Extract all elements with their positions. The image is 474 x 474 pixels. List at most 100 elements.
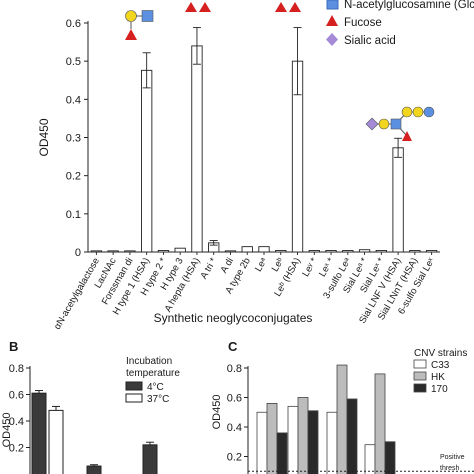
y-axis-label: OD450 — [1, 413, 13, 448]
glycan-structure-h-type-1 — [125, 10, 154, 40]
bar — [275, 250, 287, 253]
y-tick-label: 0.4 — [9, 416, 24, 428]
y-tick-label: 0.4 — [227, 422, 242, 434]
y-axis-label: OD450 — [211, 395, 223, 430]
legend-label-fucose: Fucose — [344, 17, 382, 29]
panel-a-xlabel: Synthetic neoglycoconjugates — [154, 311, 313, 325]
panel-b-chart: 0.2 0.4 0.6 0.8 OD450 4°C37°C — [1, 363, 169, 474]
panel-b-legend-title: Incubation — [126, 356, 172, 367]
bar — [425, 250, 438, 253]
bar-hk — [336, 364, 348, 474]
glycan-structure-a-hepta — [185, 2, 211, 12]
red-triangle-icon — [289, 2, 301, 12]
bar-4c — [142, 444, 158, 474]
yellow-circle-icon — [401, 106, 413, 118]
x-tick-label: A tri * — [198, 256, 219, 281]
legend-swatch-4c — [125, 381, 143, 391]
y-axis-label: OD450 — [37, 118, 51, 156]
legend-label: HK — [431, 372, 445, 383]
legend-swatch-c33 — [413, 359, 427, 369]
bar-4c — [31, 392, 47, 474]
glycan-structure-leb-hsa — [275, 2, 301, 12]
bar-c33 — [326, 411, 338, 474]
red-triangle-icon — [185, 2, 197, 12]
y-tick-label: 0.8 — [227, 363, 242, 375]
blue-circle-icon — [423, 106, 435, 118]
x-tick-label: Leᵃ — [253, 256, 270, 274]
bar-170 — [307, 410, 319, 474]
legend-label-sialic-acid: Sialic acid — [344, 35, 396, 47]
bar-37c — [48, 409, 64, 474]
panel-c-letter: C — [228, 339, 238, 354]
y-tick-label: 0.6 — [9, 390, 24, 402]
red-triangle-icon — [402, 131, 412, 141]
blue-square-icon — [141, 10, 154, 22]
bar-c33 — [364, 444, 376, 474]
panel-c-legend-title: CNV strains — [414, 348, 467, 359]
bar-hk — [266, 402, 278, 474]
bar — [141, 69, 153, 253]
red-triangle-icon — [275, 2, 287, 12]
legend-swatch-170 — [413, 383, 427, 393]
bar — [258, 246, 270, 253]
bar — [157, 250, 170, 253]
legend-label: 37°C — [147, 394, 169, 405]
legend-label-glcnac: N-acetylglucosamine (GlcNAc) — [344, 0, 474, 11]
bar — [241, 246, 253, 253]
y-tick-label: 0.1 — [66, 209, 81, 221]
red-triangle-icon — [199, 2, 211, 12]
y-tick-label: 0.5 — [66, 56, 81, 68]
y-tick-label: 0 — [75, 247, 81, 259]
blue-square-icon — [390, 118, 402, 130]
x-tick-label: Leʸ * — [300, 256, 320, 279]
y-tick-label: 0.3 — [66, 133, 81, 145]
panel-a-chart: 0 0.1 0.2 0.3 0.4 0.5 0.6 OD450 αN-acetylgalacto… — [37, 18, 440, 332]
bar — [107, 250, 119, 253]
legend-label: 170 — [431, 384, 448, 395]
yellow-circle-icon — [378, 118, 390, 130]
bar — [342, 250, 354, 253]
y-tick-label: 0.2 — [66, 171, 81, 183]
bar-4c — [86, 465, 102, 474]
bar — [325, 250, 337, 253]
bar-hk — [374, 373, 386, 474]
x-tick-label: αN-acetylgalactose — [52, 256, 102, 332]
y-tick-label: 0.2 — [227, 452, 242, 464]
bar-hk — [297, 397, 309, 474]
bar — [392, 147, 404, 253]
bar — [124, 250, 136, 253]
bar-170 — [276, 432, 288, 474]
bar-c33 — [287, 405, 299, 474]
bar — [90, 250, 103, 253]
y-tick-label: 0.6 — [66, 18, 81, 30]
y-tick-label: 0.6 — [227, 393, 242, 405]
bar — [308, 250, 320, 253]
threshold-label: Positive — [440, 454, 465, 461]
y-tick-label: 0.8 — [9, 363, 24, 375]
yellow-circle-icon — [125, 10, 137, 22]
legend-label: 4°C — [147, 382, 164, 393]
glycan-structure-sial-lnf-v — [365, 106, 435, 141]
glycan-legend: N-acetylglucosamine (GlcNAc) Fucose Sial… — [326, 0, 474, 47]
red-triangle-icon — [326, 15, 338, 26]
purple-diamond-icon — [365, 117, 379, 131]
bar — [409, 250, 421, 253]
legend-label: C33 — [431, 360, 450, 371]
panel-b-letter: B — [9, 339, 18, 354]
blue-square-icon — [326, 0, 339, 10]
purple-diamond-icon — [326, 33, 338, 46]
panel-b-legend-title: temperature — [126, 368, 180, 379]
bar-c33 — [256, 411, 268, 474]
bar-170 — [346, 398, 358, 474]
bar — [358, 249, 371, 253]
red-triangle-icon — [125, 29, 137, 40]
bar — [191, 45, 203, 253]
y-tick-label: 0.2 — [9, 443, 24, 455]
bar — [174, 247, 186, 253]
threshold-label: thresh — [440, 465, 460, 472]
bar — [375, 250, 387, 253]
legend-swatch-hk — [413, 371, 427, 381]
yellow-circle-icon — [412, 106, 424, 118]
